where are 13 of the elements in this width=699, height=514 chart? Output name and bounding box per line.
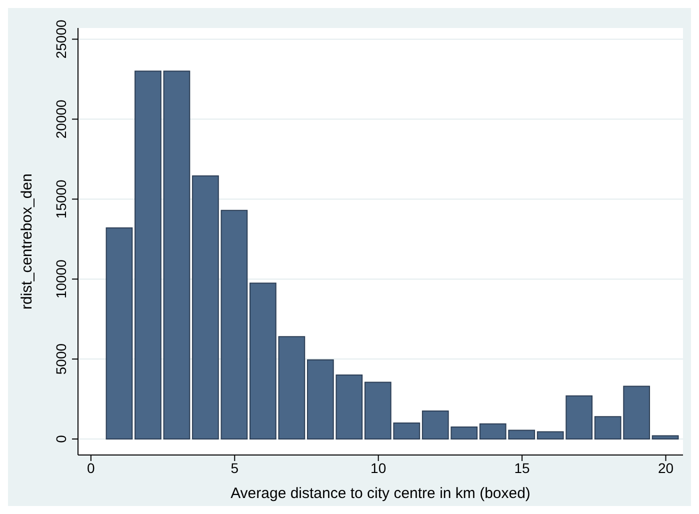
y-tick-label: 5000 <box>53 343 69 375</box>
y-tick-label: 25000 <box>53 20 69 59</box>
x-tick-label: 0 <box>87 460 96 476</box>
x-tick-label: 20 <box>658 460 674 476</box>
x-tick-label: 5 <box>230 460 239 476</box>
x-tick-label: 10 <box>370 460 386 476</box>
y-axis-title: rdist_centrebox_den <box>18 174 36 310</box>
y-tick-label: 20000 <box>53 99 69 139</box>
y-tick-label: 0 <box>53 434 69 443</box>
y-tick-label: 10000 <box>53 259 69 299</box>
x-axis-title: Average distance to city centre in km (boxed) <box>230 485 530 502</box>
x-tick-label: 15 <box>514 460 530 476</box>
y-tick-label: 15000 <box>53 179 69 219</box>
